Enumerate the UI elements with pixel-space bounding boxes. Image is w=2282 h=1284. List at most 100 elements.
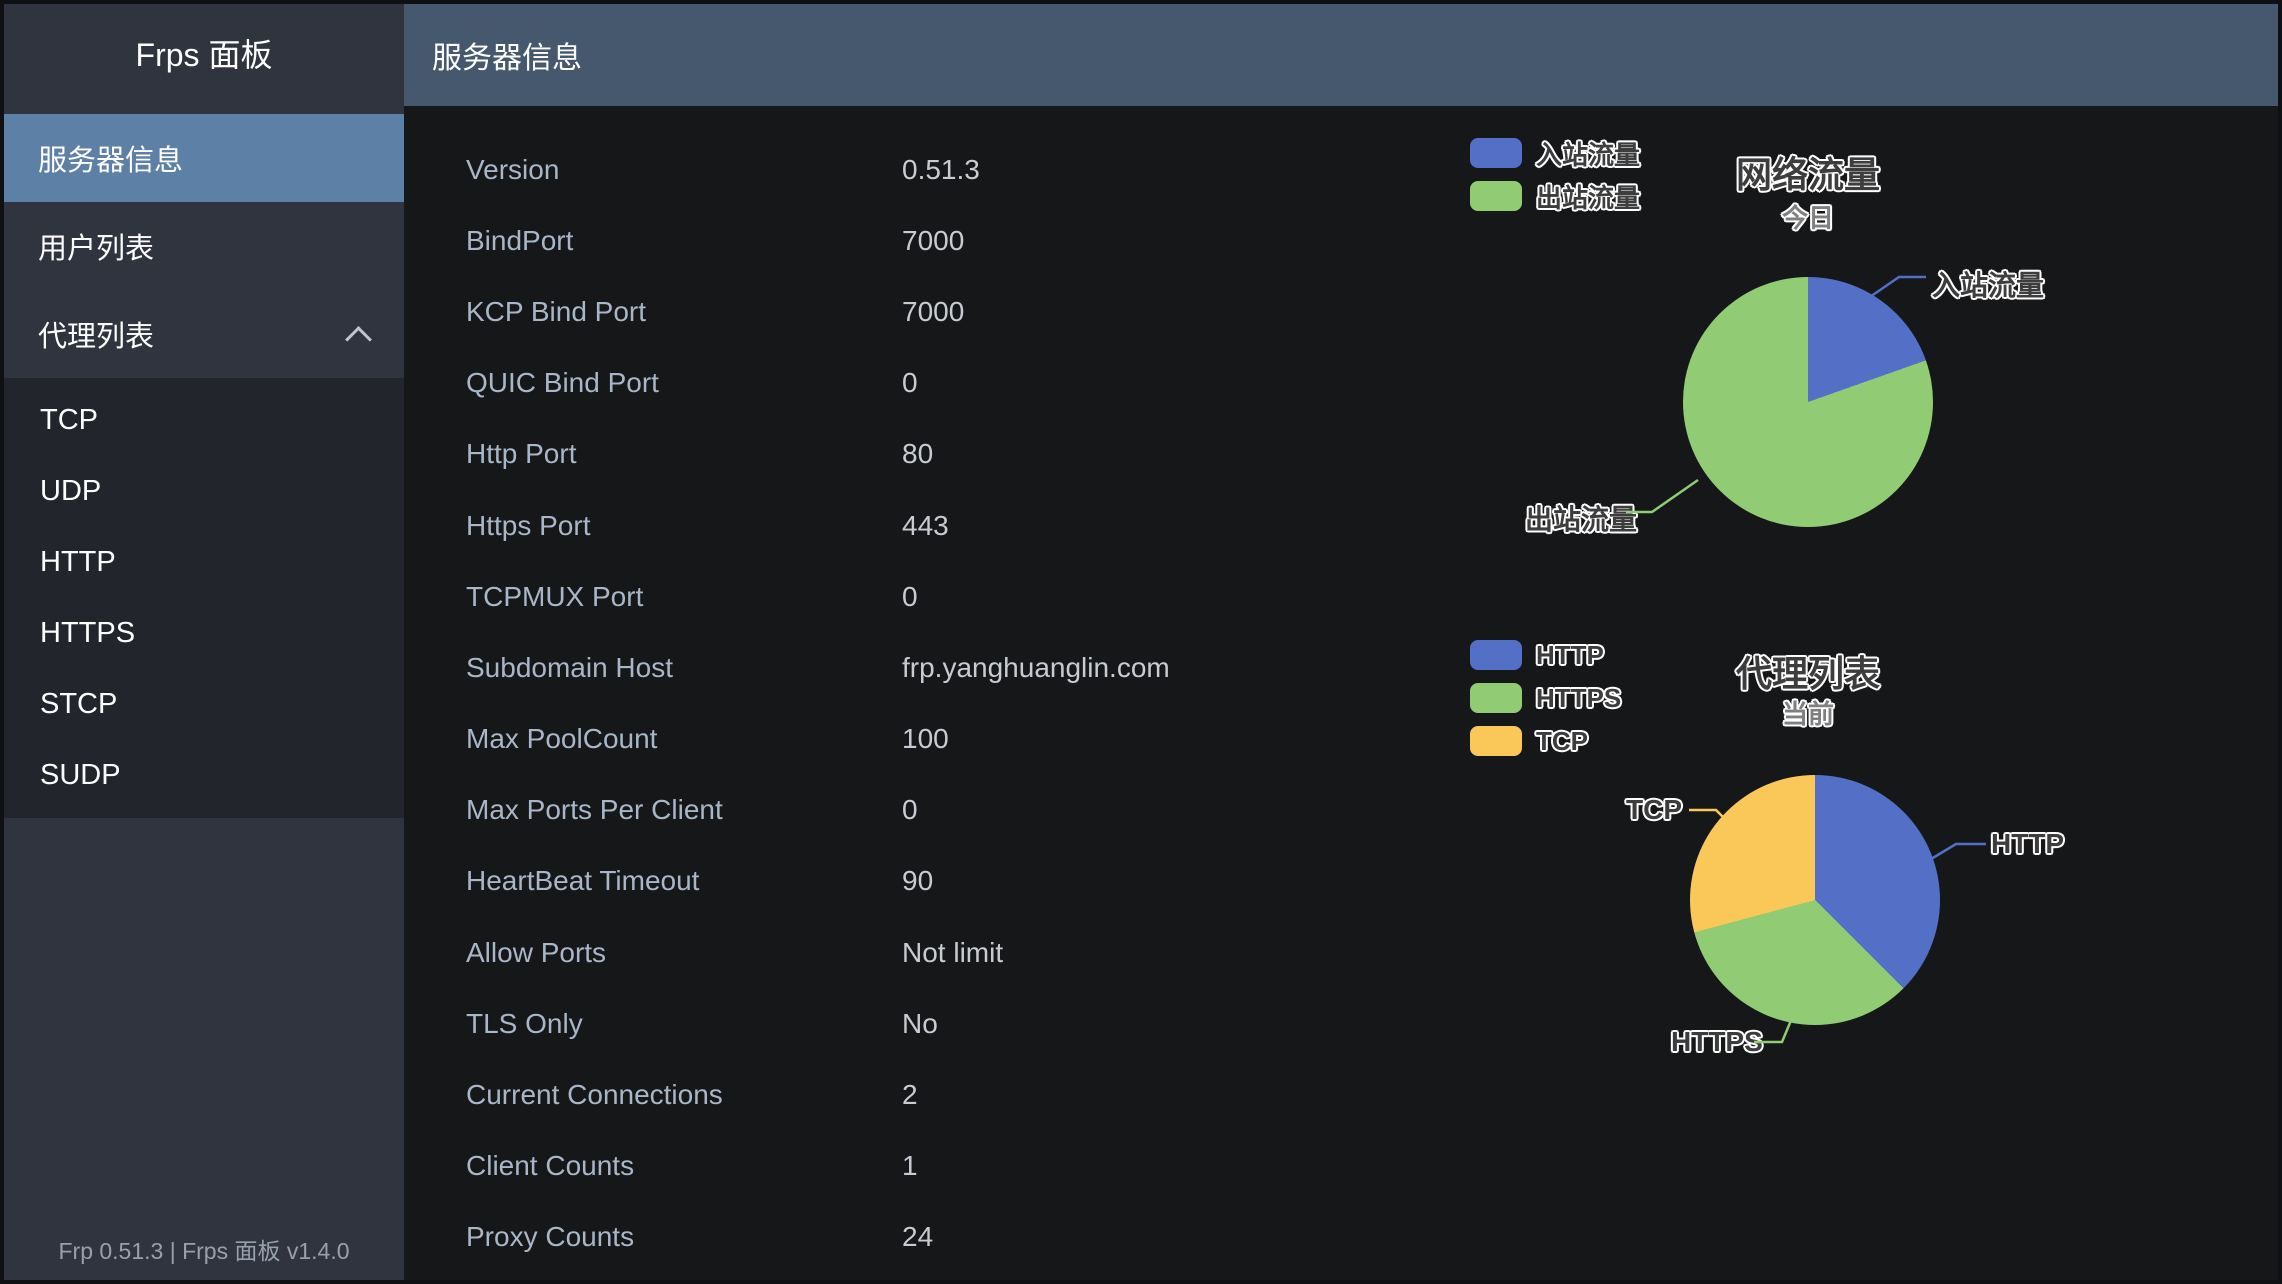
- legend-swatch-blue: [1470, 640, 1522, 670]
- app-title: Frps 面板: [4, 4, 404, 106]
- traffic-pie-chart[interactable]: [1683, 277, 1933, 527]
- row-label: Http Port: [466, 438, 577, 470]
- row-value: Not limit: [902, 936, 1004, 968]
- server-info-table: Version 0.51.3 BindPort 7000 KCP Bind Port…: [466, 134, 1366, 1273]
- sidebar-item-label: 服务器信息: [38, 145, 184, 177]
- pie-label-outbound: 出站流量: [1525, 504, 1638, 535]
- chevron-up-icon: [345, 326, 372, 353]
- server-info-panel: Version 0.51.3 BindPort 7000 KCP Bind Port…: [404, 106, 2278, 1280]
- row-value: 1: [902, 1150, 918, 1182]
- table-row: Client Counts 1: [466, 1131, 1366, 1202]
- row-label: Proxy Counts: [466, 1221, 635, 1253]
- row-label: Https Port: [466, 509, 591, 541]
- row-value: 90: [902, 865, 934, 897]
- row-label: Max Ports Per Client: [466, 794, 723, 826]
- table-row: Http Port 80: [466, 419, 1366, 490]
- row-label: Subdomain Host: [466, 651, 674, 683]
- proxy-chart-subtitle: 当前: [1781, 699, 1834, 729]
- table-row: QUIC Bind Port 0: [466, 348, 1366, 419]
- traffic-chart-subtitle: 今日: [1781, 203, 1834, 233]
- legend-label: TCP: [1536, 725, 1588, 756]
- legend-label: HTTP: [1536, 639, 1604, 670]
- row-value: 7000: [902, 295, 965, 327]
- sidebar-item-user-list[interactable]: 用户列表: [4, 202, 404, 290]
- row-label: KCP Bind Port: [466, 295, 647, 327]
- table-row: Max PoolCount 100: [466, 704, 1366, 775]
- frps-dashboard: Frps 面板 服务器信息 用户列表 代理列表 TCP UDP HTTP HTT…: [4, 4, 2278, 1280]
- sidebar-item-proxy-list[interactable]: 代理列表: [4, 290, 404, 378]
- table-row: Max Ports Per Client 0: [466, 775, 1366, 846]
- version-footer: Frp 0.51.3 | Frps 面板 v1.4.0: [58, 1238, 350, 1264]
- proxy-pie-chart[interactable]: [1690, 775, 1940, 1025]
- sidebar-item-https[interactable]: HTTPS: [40, 617, 136, 649]
- row-label: Current Connections: [466, 1079, 723, 1111]
- table-row: BindPort 7000: [466, 205, 1366, 276]
- page-title: 服务器信息: [432, 42, 582, 75]
- table-row: Proxy Counts 24: [466, 1202, 1366, 1273]
- row-label: BindPort: [466, 224, 574, 256]
- row-value: 100: [902, 723, 949, 755]
- row-value: 0: [902, 580, 918, 612]
- sidebar-item-tcp[interactable]: TCP: [40, 404, 98, 436]
- table-row: TCPMUX Port 0: [466, 561, 1366, 632]
- legend-label: 入站流量: [1536, 139, 1641, 170]
- legend-item-inbound[interactable]: 入站流量: [1470, 138, 1640, 170]
- sidebar-item-sudp[interactable]: SUDP: [40, 759, 121, 791]
- proxy-chart-title: 代理列表: [1735, 653, 1880, 694]
- pie-label-https: HTTPS: [1671, 1026, 1763, 1057]
- row-label: TLS Only: [466, 1007, 583, 1039]
- table-row: TLS Only No: [466, 988, 1366, 1059]
- row-label: Version: [466, 153, 560, 185]
- table-row: Allow Ports Not limit: [466, 917, 1366, 988]
- row-value: 7000: [902, 224, 965, 256]
- row-label: HeartBeat Timeout: [466, 865, 700, 897]
- legend-item-https[interactable]: HTTPS: [1470, 683, 1621, 713]
- table-row: Current Connections 2: [466, 1059, 1366, 1130]
- legend-label: 出站流量: [1536, 182, 1641, 213]
- row-label: Max PoolCount: [466, 723, 658, 755]
- row-label: TCPMUX Port: [466, 580, 644, 612]
- row-value: 80: [902, 438, 934, 470]
- proxy-submenu: TCP UDP HTTP HTTPS STCP SUDP: [4, 378, 404, 818]
- sidebar-item-udp[interactable]: UDP: [40, 475, 102, 507]
- sidebar-item-stcp[interactable]: STCP: [40, 688, 118, 720]
- traffic-chart-title: 网络流量: [1735, 154, 1880, 195]
- legend-swatch-green: [1470, 181, 1522, 211]
- table-row: Subdomain Host frp.yanghuanglin.com: [466, 632, 1366, 703]
- sidebar-item-http[interactable]: HTTP: [40, 546, 116, 578]
- sidebar-menu: 服务器信息 用户列表 代理列表 TCP UDP HTTP HTTPS STCP …: [4, 114, 404, 818]
- row-value: No: [902, 1007, 938, 1039]
- row-value: 2: [902, 1079, 918, 1111]
- table-row: HeartBeat Timeout 90: [466, 846, 1366, 917]
- legend-item-outbound[interactable]: 出站流量: [1470, 181, 1640, 213]
- legend-item-tcp[interactable]: TCP: [1470, 726, 1621, 756]
- row-label: Client Counts: [466, 1150, 635, 1182]
- proxy-legend: HTTP HTTPS TCP: [1470, 640, 1621, 769]
- table-row: Https Port 443: [466, 490, 1366, 561]
- row-value: 24: [902, 1221, 934, 1253]
- sidebar-item-server-info[interactable]: 服务器信息: [4, 114, 404, 202]
- pie-label-tcp: TCP: [1626, 794, 1682, 825]
- legend-swatch-yellow: [1470, 726, 1522, 756]
- table-row: Version 0.51.3: [466, 134, 1366, 205]
- legend-swatch-green: [1470, 683, 1522, 713]
- row-label: Allow Ports: [466, 936, 607, 968]
- legend-label: HTTPS: [1536, 682, 1622, 713]
- row-label: QUIC Bind Port: [466, 367, 659, 399]
- pie-label-http: HTTP: [1991, 828, 2065, 859]
- row-value: 0: [902, 367, 918, 399]
- pie-label-inbound: 入站流量: [1932, 270, 2045, 301]
- legend-item-http[interactable]: HTTP: [1470, 640, 1621, 670]
- traffic-legend: 入站流量 出站流量: [1470, 138, 1640, 224]
- table-row: KCP Bind Port 7000: [466, 276, 1366, 347]
- divider: [4, 106, 404, 114]
- row-value: 443: [902, 509, 949, 541]
- sidebar: Frps 面板 服务器信息 用户列表 代理列表 TCP UDP HTTP HTT…: [4, 4, 404, 1280]
- sidebar-item-label: 代理列表: [38, 321, 155, 353]
- row-value: frp.yanghuanglin.com: [902, 651, 1170, 683]
- legend-swatch-blue: [1470, 138, 1522, 168]
- row-value: 0: [902, 794, 918, 826]
- sidebar-item-label: 用户列表: [38, 233, 155, 265]
- page-header: 服务器信息: [404, 4, 2278, 106]
- row-value: 0.51.3: [902, 153, 980, 185]
